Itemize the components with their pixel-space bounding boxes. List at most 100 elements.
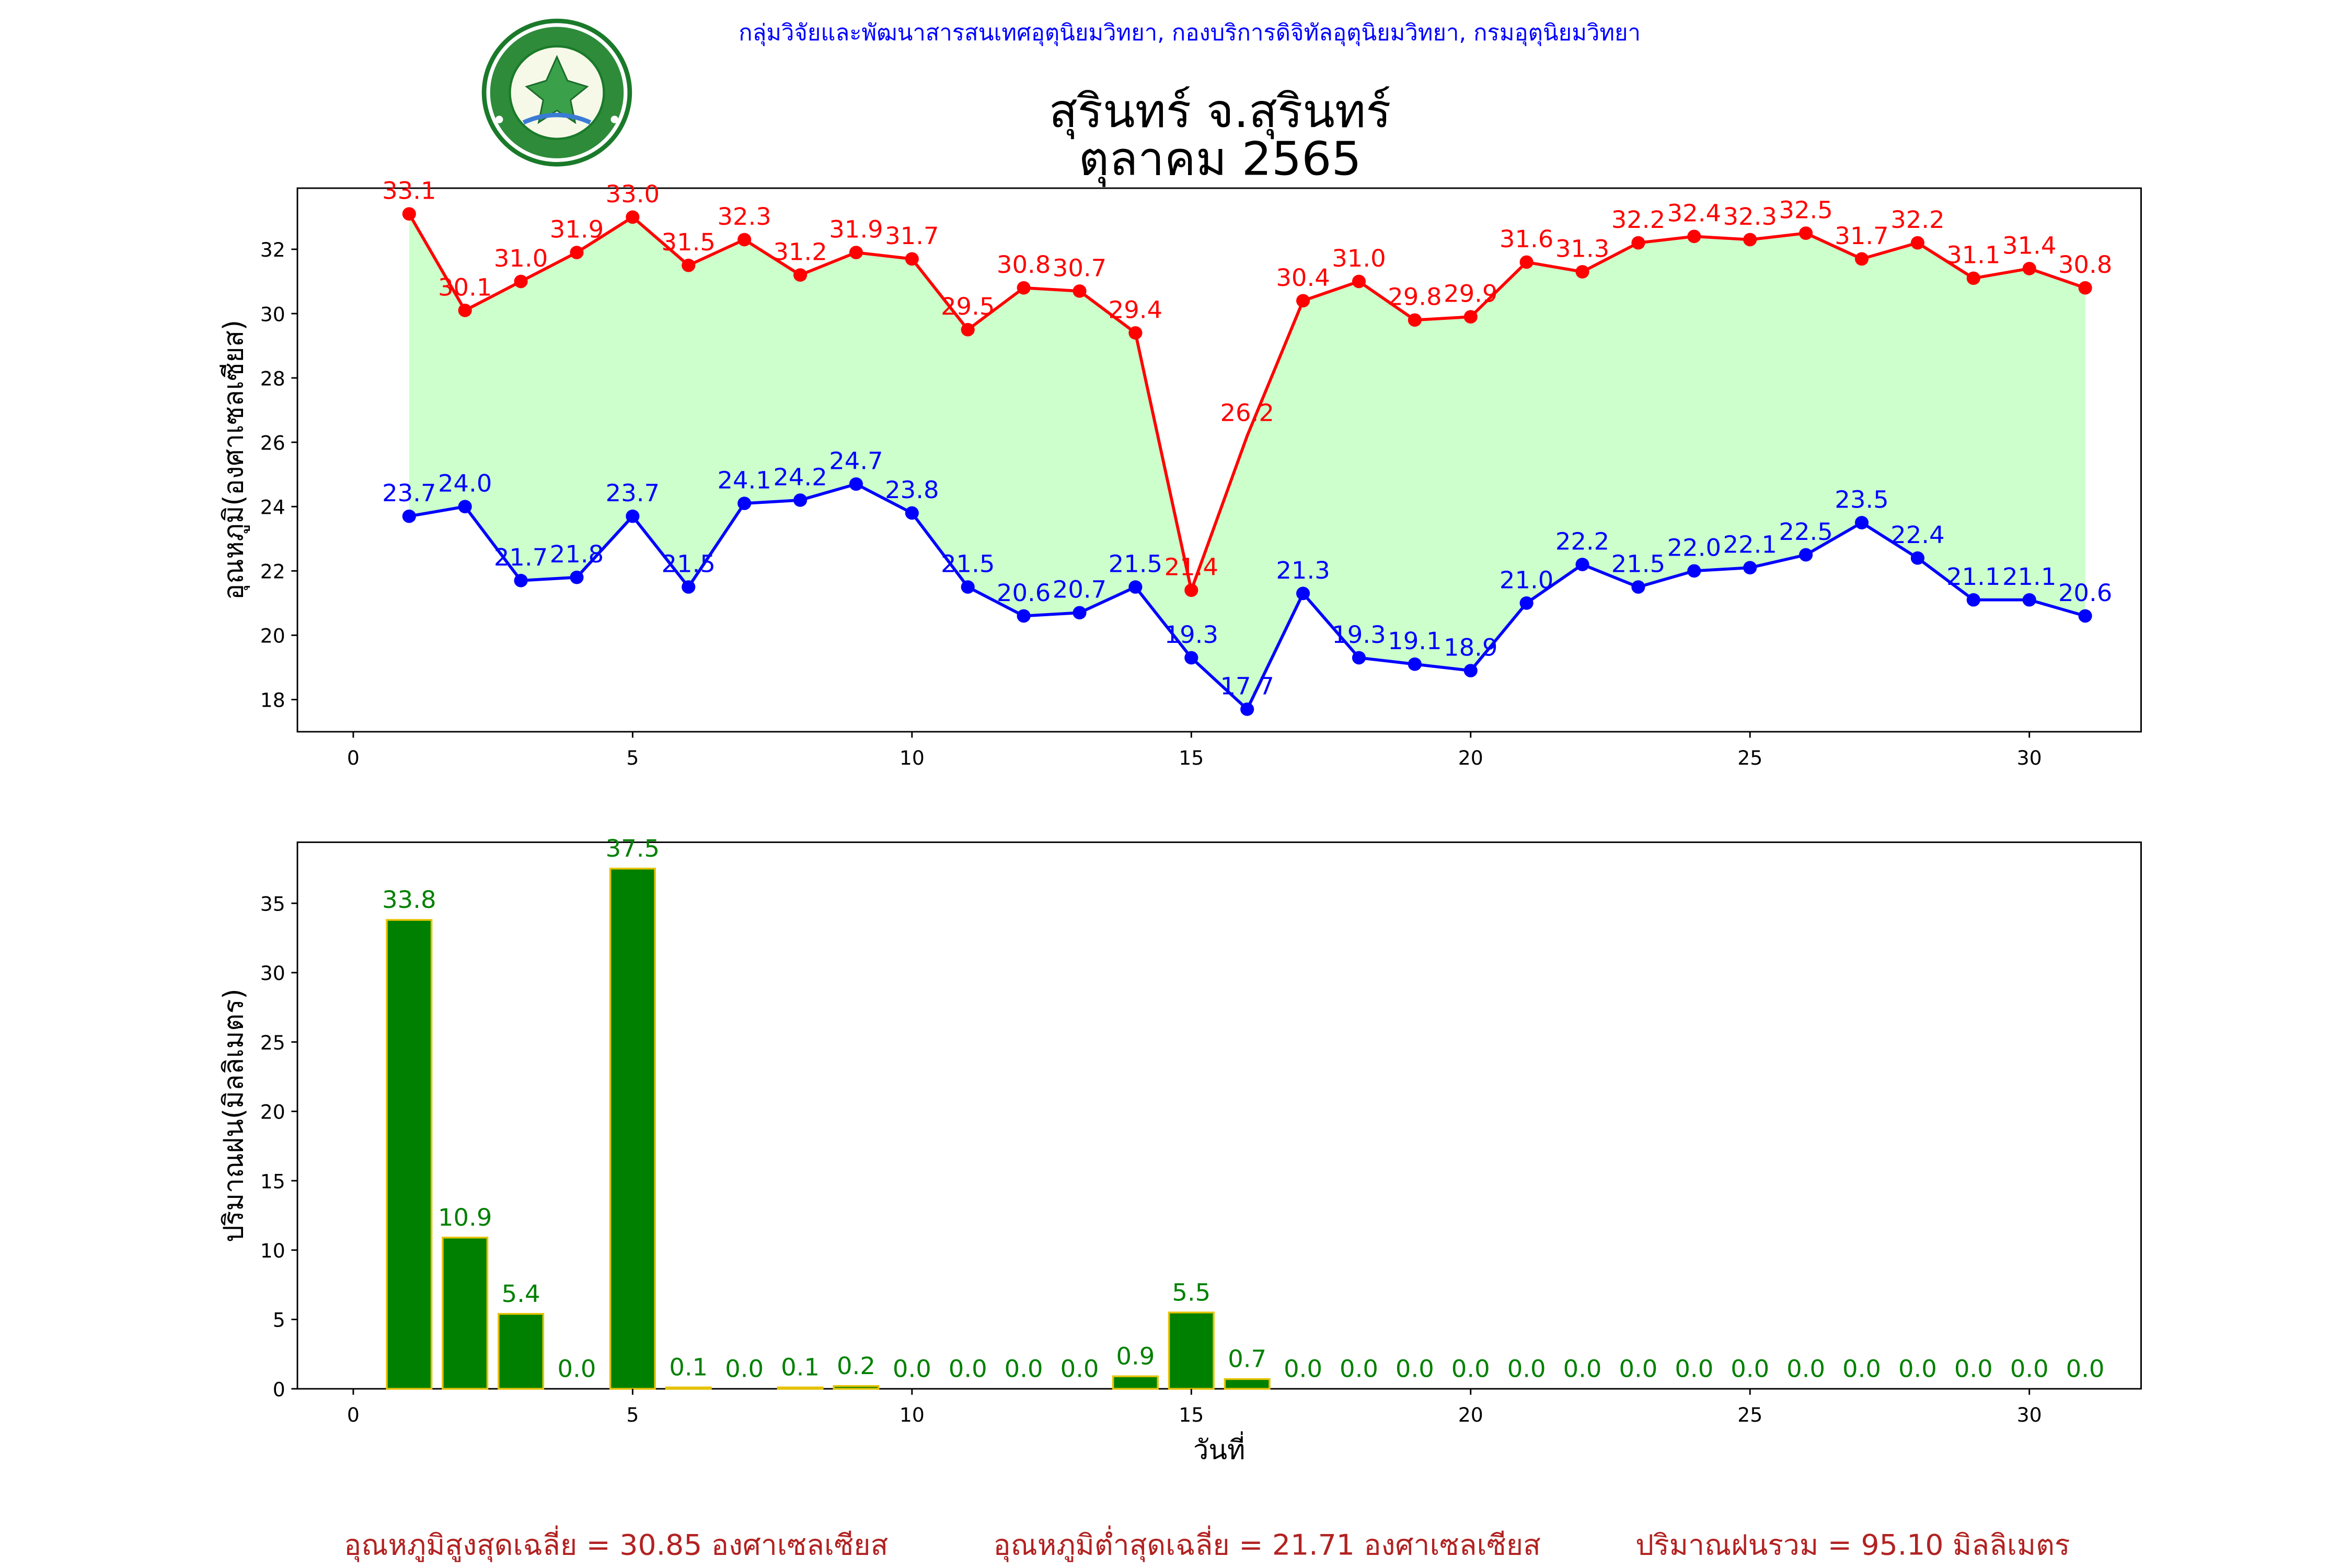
rainfall-x-tick-label: 30 [2017,1403,2042,1426]
min-temperature-label: 23.8 [885,476,939,504]
min-temperature-point [1687,564,1701,578]
rainfall-bar [498,1313,545,1390]
max-temperature-label: 30.1 [438,273,492,302]
temperature-x-tick-label: 15 [1179,746,1204,769]
rainfall-bar-label: 0.0 [2066,1355,2105,1383]
rainfall-bar-label: 0.0 [1675,1355,1713,1383]
rainfall-y-tick-label: 0 [273,1378,285,1401]
min-temperature-point [402,509,416,523]
min-temperature-label: 22.0 [1667,534,1721,562]
min-temperature-label: 21.5 [1611,550,1665,578]
rainfall-bar [665,1386,712,1390]
min-temperature-point [1463,664,1478,677]
rainfall-bar [386,919,433,1390]
rainfall-bar [609,868,656,1390]
min-temperature-label: 17.7 [1220,672,1274,700]
max-temperature-point [1631,236,1645,250]
min-temperature-point [849,477,863,491]
rainfall-bar-label: 0.0 [1451,1355,1490,1383]
min-temperature-label: 21.7 [494,544,548,572]
temperature-y-tick-label: 20 [260,625,285,648]
max-temperature-point [402,207,416,221]
min-temperature-point [1743,561,1757,575]
rainfall-x-tick-label: 10 [900,1403,925,1426]
max-temperature-point [1966,271,1980,285]
max-temperature-label: 31.7 [885,222,939,250]
temperature-x-tick-label: 5 [626,746,639,769]
max-temperature-point [1687,229,1701,244]
max-temperature-label: 32.3 [1723,202,1777,230]
max-temperature-point [1408,313,1422,327]
rainfall-bar-label: 0.0 [1563,1355,1602,1383]
temperature-y-tick-label: 24 [260,496,285,519]
max-temperature-label: 29.8 [1388,283,1442,311]
temperature-y-tick-label: 18 [260,689,285,712]
min-temperature-point [1352,651,1366,665]
rainfall-bar-label: 0.0 [1954,1355,1993,1383]
min-temperature-label: 23.7 [382,479,436,507]
max-temperature-label: 21.4 [1165,553,1218,581]
max-temperature-label: 33.1 [382,177,436,205]
rainfall-bar-label: 0.0 [1005,1355,1043,1383]
min-temperature-point [1631,580,1645,594]
temperature-range-fill [409,214,2085,709]
max-temperature-point [682,258,696,272]
max-temperature-point [2078,281,2092,295]
rainfall-y-tick-label: 20 [260,1101,285,1124]
rainfall-bar-label: 0.0 [1898,1355,1937,1383]
max-temperature-label: 30.8 [997,251,1051,279]
min-temperature-label: 22.4 [1890,521,1944,549]
max-temperature-point [1743,233,1757,247]
rainfall-bar [442,1237,489,1390]
max-temperature-point [514,274,528,289]
max-temperature-point [1352,274,1366,289]
max-temperature-point [2022,261,2036,275]
max-temperature-label: 26.2 [1220,399,1274,427]
rainfall-bar-label: 0.0 [1731,1355,1769,1383]
min-temperature-point [2078,609,2092,623]
max-temperature-label: 29.5 [941,293,995,321]
max-temperature-label: 30.7 [1053,254,1106,282]
rainfall-bar-label: 0.0 [893,1355,931,1383]
min-temperature-point [570,570,584,584]
max-temperature-point [961,322,975,337]
max-temperature-point [1296,294,1310,308]
min-temperature-point [737,497,752,510]
min-temperature-label: 21.3 [1276,556,1330,584]
min-temperature-point [1966,593,1980,607]
max-temperature-label: 30.4 [1276,263,1330,292]
footer-avg-max-temp: อุณหภูมิสูงสุดเฉลี่ย = 30.85 องศาเซลเซีย… [344,1525,888,1562]
min-temperature-label: 19.1 [1388,627,1442,655]
rainfall-y-tick-label: 10 [260,1239,285,1262]
temperature-x-tick-label: 25 [1737,746,1762,769]
min-temperature-point [1073,606,1087,620]
min-temperature-point [514,573,528,587]
rainfall-y-tick-label: 30 [260,962,285,985]
min-temperature-point [626,509,640,523]
max-temperature-label: 32.5 [1779,196,1832,224]
min-temperature-point [458,500,472,514]
max-temperature-label: 31.5 [662,228,716,256]
rainfall-bar-label: 37.5 [606,834,660,862]
min-temperature-point [1408,657,1422,671]
rainfall-bar-label: 0.9 [1116,1342,1155,1370]
organization-line: กลุ่มวิจัยและพัฒนาสารสนเทศอุตุนิยมวิทยา,… [739,20,1641,47]
max-temperature-point [570,246,584,259]
footer-total-rain: ปริมาณฝนรวม = 95.10 มิลลิเมตร [1635,1528,2070,1561]
footer-avg-min-temp: อุณหภูมิต่ำสุดเฉลี่ย = 21.71 องศาเซลเซีย… [994,1525,1541,1562]
min-temperature-point [1799,548,1813,562]
rainfall-bar-label: 5.5 [1172,1278,1210,1307]
rainfall-x-tick-label: 0 [347,1403,360,1426]
max-temperature-point [1073,284,1087,298]
rainfall-bar-label: 0.1 [781,1353,820,1381]
min-temperature-label: 18.9 [1444,633,1497,662]
max-temperature-label: 29.4 [1109,296,1162,324]
max-temperature-label: 31.0 [494,244,548,272]
min-temperature-point [1519,596,1534,610]
rainfall-bar-label: 10.9 [438,1203,492,1231]
max-temperature-label: 31.2 [773,238,827,266]
min-temperature-label: 21.5 [662,550,716,578]
max-temperature-point [1184,583,1198,597]
rainfall-x-axis-label: วันที่ [1193,1431,1245,1466]
max-temperature-point [1128,326,1143,340]
